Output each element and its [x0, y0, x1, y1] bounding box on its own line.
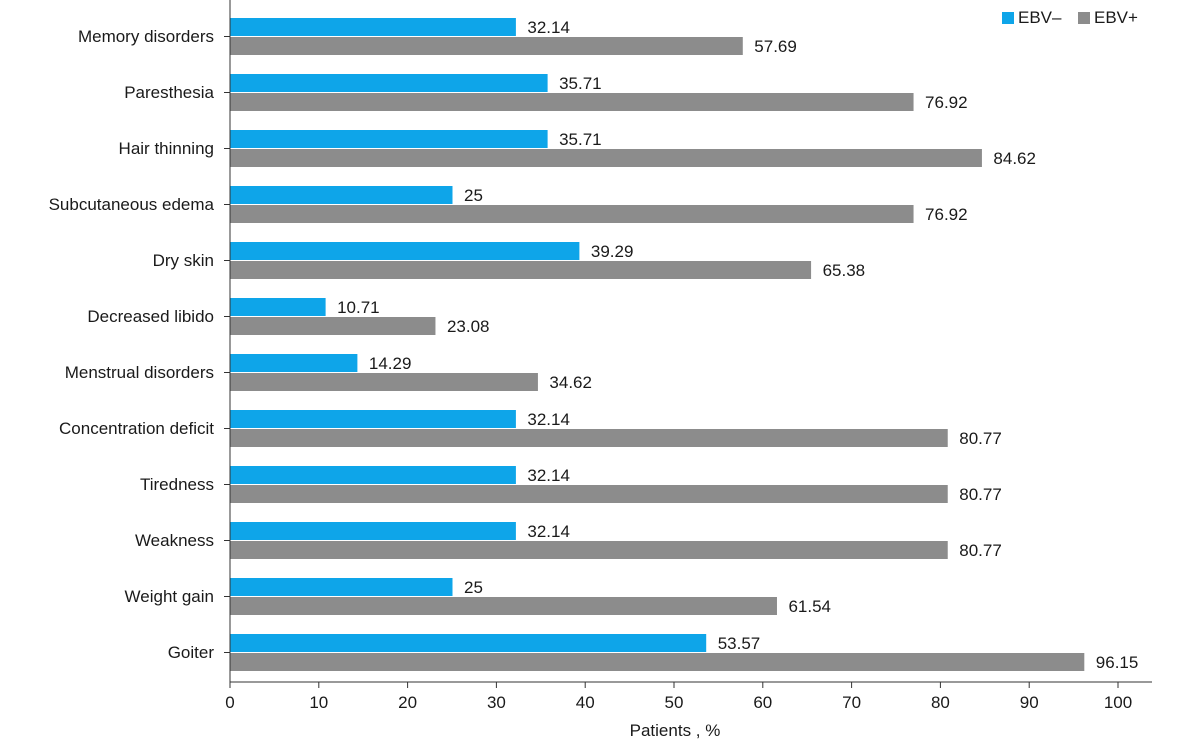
data-label: 39.29 — [591, 242, 634, 261]
data-label: 61.54 — [788, 597, 831, 616]
bar-ebv-negative-hair-thinning — [230, 130, 548, 148]
bar-ebv-positive-paresthesia — [230, 93, 914, 111]
x-tick-label: 40 — [576, 693, 595, 712]
bar-ebv-positive-weight-gain — [230, 597, 777, 615]
data-label: 25 — [464, 578, 483, 597]
data-label: 80.77 — [959, 429, 1002, 448]
category-label-dry-skin: Dry skin — [153, 251, 214, 270]
category-label-concentration-deficit: Concentration deficit — [59, 419, 214, 438]
bar-ebv-positive-goiter — [230, 653, 1085, 671]
category-label-tiredness: Tiredness — [140, 475, 214, 494]
bar-ebv-negative-goiter — [230, 634, 707, 652]
x-tick-label: 20 — [398, 693, 417, 712]
data-label: 35.71 — [559, 130, 602, 149]
category-label-weakness: Weakness — [135, 531, 214, 550]
bar-ebv-positive-memory-disorders — [230, 37, 743, 55]
data-label: 25 — [464, 186, 483, 205]
category-label-paresthesia: Paresthesia — [124, 83, 214, 102]
bar-ebv-negative-weight-gain — [230, 578, 453, 596]
bar-ebv-negative-paresthesia — [230, 74, 548, 92]
x-tick-label: 50 — [665, 693, 684, 712]
category-label-subcutaneous-edema: Subcutaneous edema — [49, 195, 215, 214]
bar-ebv-negative-subcutaneous-edema — [230, 186, 453, 204]
x-tick-label: 90 — [1020, 693, 1039, 712]
category-label-memory-disorders: Memory disorders — [78, 27, 214, 46]
data-label: 76.92 — [925, 93, 968, 112]
legend-label-ebv-positive: EBV+ — [1094, 8, 1138, 27]
bar-ebv-negative-menstrual-disorders — [230, 354, 358, 372]
data-label: 32.14 — [527, 522, 570, 541]
bar-ebv-negative-weakness — [230, 522, 516, 540]
x-axis-title: Patients , % — [630, 721, 721, 740]
bar-ebv-negative-tiredness — [230, 466, 516, 484]
bar-ebv-positive-subcutaneous-edema — [230, 205, 914, 223]
x-tick-label: 70 — [842, 693, 861, 712]
legend-swatch-ebv-positive — [1078, 12, 1090, 24]
data-label: 32.14 — [527, 466, 570, 485]
x-tick-label: 80 — [931, 693, 950, 712]
bar-ebv-positive-weakness — [230, 541, 948, 559]
bar-ebv-positive-menstrual-disorders — [230, 373, 538, 391]
category-label-weight-gain: Weight gain — [125, 587, 214, 606]
legend-swatch-ebv-negative — [1002, 12, 1014, 24]
category-label-goiter: Goiter — [168, 643, 215, 662]
bar-ebv-positive-hair-thinning — [230, 149, 982, 167]
category-label-hair-thinning: Hair thinning — [119, 139, 214, 158]
data-label: 35.71 — [559, 74, 602, 93]
x-tick-label: 100 — [1104, 693, 1132, 712]
bar-ebv-negative-dry-skin — [230, 242, 580, 260]
data-label: 34.62 — [549, 373, 592, 392]
data-label: 84.62 — [993, 149, 1036, 168]
bar-ebv-negative-decreased-libido — [230, 298, 326, 316]
category-label-decreased-libido: Decreased libido — [87, 307, 214, 326]
bar-ebv-negative-concentration-deficit — [230, 410, 516, 428]
x-tick-label: 30 — [487, 693, 506, 712]
data-label: 14.29 — [369, 354, 412, 373]
legend-label-ebv-negative: EBV– — [1018, 8, 1062, 27]
data-label: 32.14 — [527, 18, 570, 37]
bar-ebv-negative-memory-disorders — [230, 18, 516, 36]
x-tick-label: 0 — [225, 693, 234, 712]
data-label: 23.08 — [447, 317, 490, 336]
bar-ebv-positive-decreased-libido — [230, 317, 436, 335]
data-label: 32.14 — [527, 410, 570, 429]
data-label: 76.92 — [925, 205, 968, 224]
data-label: 65.38 — [823, 261, 866, 280]
category-label-menstrual-disorders: Menstrual disorders — [65, 363, 214, 382]
bar-ebv-positive-tiredness — [230, 485, 948, 503]
data-label: 57.69 — [754, 37, 797, 56]
bar-ebv-positive-dry-skin — [230, 261, 812, 279]
data-label: 96.15 — [1096, 653, 1139, 672]
data-label: 53.57 — [718, 634, 761, 653]
data-label: 10.71 — [337, 298, 380, 317]
bar-ebv-positive-concentration-deficit — [230, 429, 948, 447]
x-tick-label: 60 — [753, 693, 772, 712]
data-label: 80.77 — [959, 485, 1002, 504]
data-label: 80.77 — [959, 541, 1002, 560]
x-tick-label: 10 — [309, 693, 328, 712]
